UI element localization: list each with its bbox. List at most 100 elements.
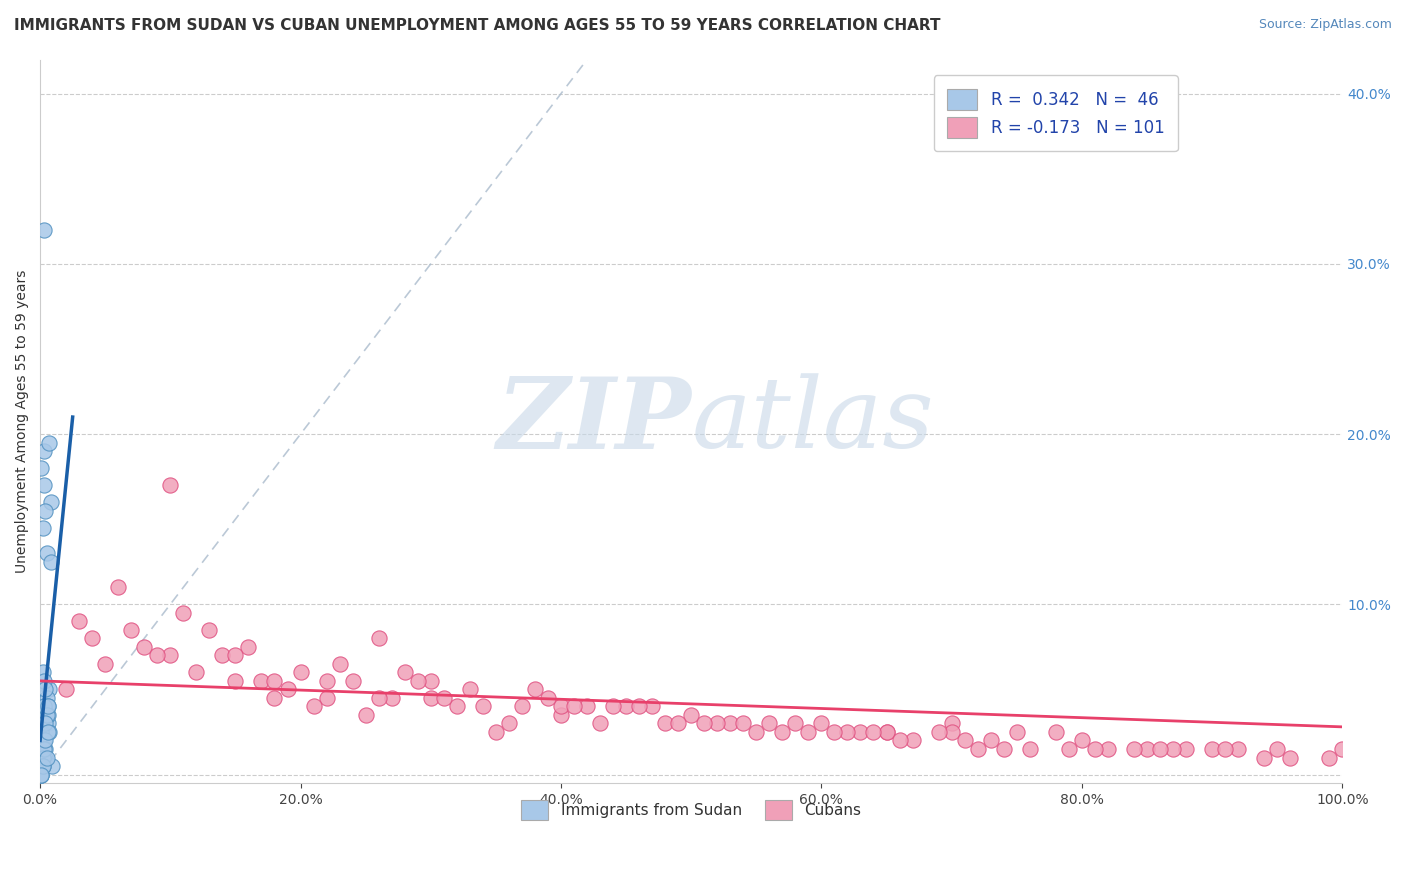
Point (35, 708, 58, 723)
Point (224, 673, 246, 688)
Point (263, 673, 285, 688)
Point (30, 725, 52, 739)
Point (34, 708, 56, 723)
Point (394, 665, 416, 680)
Point (159, 648, 181, 663)
Point (315, 673, 337, 688)
Point (39, 555, 62, 569)
Point (966, 742, 988, 756)
Point (550, 699, 572, 714)
Point (32, 742, 55, 756)
Point (82, 632, 104, 646)
Point (367, 690, 389, 705)
Point (32, 478, 55, 492)
Point (276, 682, 298, 697)
Point (38, 682, 60, 697)
Point (733, 716, 755, 731)
Point (238, 640, 260, 654)
Point (1122, 742, 1144, 756)
Point (34, 733, 56, 747)
Point (797, 725, 820, 739)
Point (32, 699, 55, 714)
Point (31, 759, 53, 773)
Point (31, 759, 53, 773)
Point (224, 648, 246, 663)
Point (32, 223, 55, 237)
Point (35, 690, 58, 705)
Point (1317, 750, 1340, 764)
Point (55, 682, 77, 697)
Text: ZIP: ZIP (496, 373, 692, 469)
Point (1084, 742, 1107, 756)
Point (31, 521, 53, 535)
Point (1097, 742, 1119, 756)
Point (419, 690, 441, 705)
Point (458, 682, 481, 697)
Point (1253, 750, 1275, 764)
Point (498, 716, 520, 731)
Point (134, 640, 156, 654)
Point (30, 767, 52, 781)
Point (446, 699, 468, 714)
Point (342, 673, 364, 688)
Point (37, 699, 59, 714)
Point (1005, 725, 1028, 739)
Point (37, 708, 59, 723)
Point (159, 478, 181, 492)
Point (641, 699, 664, 714)
Point (329, 657, 352, 671)
Point (785, 716, 807, 731)
Point (1070, 733, 1092, 747)
Point (485, 725, 508, 739)
Point (31, 742, 53, 756)
Point (30, 759, 52, 773)
Point (628, 699, 651, 714)
Point (34, 750, 56, 764)
Legend: Immigrants from Sudan, Cubans: Immigrants from Sudan, Cubans (515, 794, 868, 826)
Point (823, 725, 845, 739)
Text: IMMIGRANTS FROM SUDAN VS CUBAN UNEMPLOYMENT AMONG AGES 55 TO 59 YEARS CORRELATIO: IMMIGRANTS FROM SUDAN VS CUBAN UNEMPLOYM… (14, 18, 941, 33)
Point (1279, 750, 1302, 764)
Point (1265, 742, 1288, 756)
Point (1149, 742, 1171, 756)
Point (510, 699, 533, 714)
Point (589, 716, 612, 731)
Point (1331, 742, 1354, 756)
Point (67, 615, 90, 629)
Point (30, 461, 52, 475)
Point (37, 725, 59, 739)
Point (758, 716, 780, 731)
Point (263, 690, 285, 705)
Point (367, 632, 389, 646)
Point (654, 716, 676, 731)
Point (381, 690, 404, 705)
Point (980, 733, 1002, 747)
Point (745, 725, 768, 739)
Point (32, 673, 55, 688)
Text: atlas: atlas (692, 374, 934, 469)
Point (354, 708, 377, 723)
Point (1057, 742, 1080, 756)
Point (953, 733, 976, 747)
Point (32, 444, 55, 458)
Point (419, 673, 441, 688)
Point (706, 716, 728, 731)
Point (1201, 742, 1223, 756)
Point (862, 725, 884, 739)
Point (941, 725, 963, 739)
Point (576, 699, 599, 714)
Y-axis label: Unemployment Among Ages 55 to 59 years: Unemployment Among Ages 55 to 59 years (15, 269, 30, 573)
Point (889, 733, 911, 747)
Point (406, 673, 429, 688)
Point (38, 435, 60, 450)
Point (31, 750, 53, 764)
Point (876, 725, 898, 739)
Point (30, 767, 52, 781)
Point (35, 750, 58, 764)
Point (38, 725, 60, 739)
Point (666, 716, 689, 731)
Point (34, 682, 56, 697)
Point (550, 708, 572, 723)
Point (35, 699, 58, 714)
Point (810, 716, 832, 731)
